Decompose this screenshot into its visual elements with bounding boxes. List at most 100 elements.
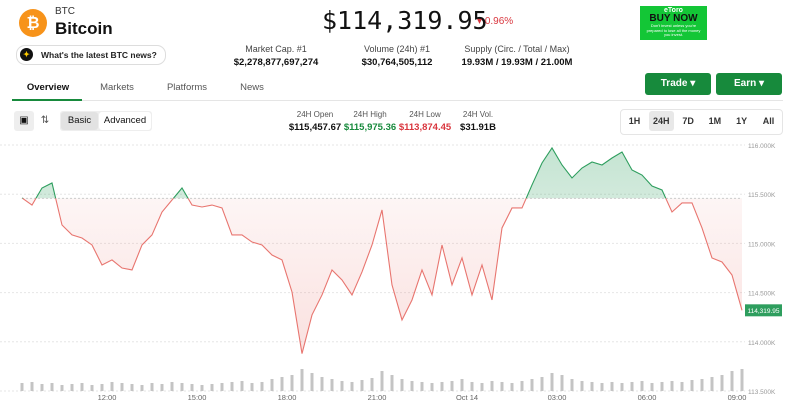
volume-bar	[250, 383, 254, 391]
volume-bar	[50, 383, 54, 391]
x-tick-label: 06:00	[638, 393, 657, 402]
volume-bar	[660, 382, 664, 391]
volume-bar	[350, 382, 354, 391]
news-button[interactable]: ✦ What's the latest BTC news?	[16, 45, 166, 65]
volume-bar	[100, 384, 104, 391]
range-button[interactable]: All	[762, 116, 775, 126]
volume-bar	[360, 380, 364, 391]
volume-bar	[420, 382, 424, 391]
stat-value: $30,764,505,112	[361, 57, 433, 68]
volume-bar	[410, 381, 414, 391]
ad-banner[interactable]: eToro BUY NOW Don't invest unless you're…	[640, 6, 707, 40]
area-down	[22, 198, 742, 354]
volume-bar	[530, 379, 534, 391]
coin-name: Bitcoin	[55, 19, 113, 38]
ad-cta: BUY NOW	[649, 13, 698, 24]
price-change: ▾ 0.96%	[477, 16, 514, 27]
volume-bar	[230, 382, 234, 391]
x-tick-label: 12:00	[98, 393, 117, 402]
y-tick-label: 115.000K	[748, 241, 776, 248]
stat-value: 19.93M / 19.93M / 21.00M	[461, 57, 573, 68]
volume-bar	[590, 382, 594, 391]
x-tick-label: 09:00	[728, 393, 747, 402]
volume-bar	[90, 385, 94, 391]
volume-bar	[60, 385, 64, 391]
stat-value: $2,278,877,697,274	[233, 57, 319, 68]
volume-bar	[80, 383, 84, 391]
volume-bar	[70, 384, 74, 391]
volume-bar	[730, 371, 734, 391]
compare-icon[interactable]: ⇅	[40, 115, 50, 126]
volume-bar	[450, 381, 454, 391]
toolbar-stat-label: 24H Low	[409, 110, 441, 119]
btc-logo: ₿	[19, 9, 47, 37]
price-line-up	[21, 146, 667, 199]
tab[interactable]: Markets	[100, 82, 134, 93]
volume-bar	[150, 383, 154, 391]
stat-label: Volume (24h) #1	[363, 44, 431, 54]
volume-bar	[470, 382, 474, 391]
volume-bar	[510, 383, 514, 391]
svg-text:₿: ₿	[26, 14, 39, 32]
volume-bar	[190, 384, 194, 391]
volume-bar	[310, 373, 314, 391]
volume-bar	[330, 379, 334, 391]
volume-bar	[630, 382, 634, 391]
volume-bar	[460, 379, 464, 391]
range-button[interactable]: 7D	[682, 116, 694, 126]
trade-label: Trade	[660, 78, 688, 89]
volume-bar	[290, 375, 294, 391]
mode-basic[interactable]: Basic	[61, 112, 98, 130]
volume-bar	[540, 377, 544, 391]
volume-bar	[640, 381, 644, 391]
volume-bar	[170, 382, 174, 391]
volume-bar	[520, 381, 524, 391]
volume-bar	[320, 377, 324, 391]
volume-bar	[430, 383, 434, 391]
toolbar-stat-value: $115,457.67	[288, 122, 342, 133]
news-text: What's the latest BTC news?	[41, 50, 157, 60]
y-tick-label: 116.000K	[748, 143, 776, 150]
stat-label: Market Cap. #1	[245, 44, 307, 54]
x-tick-label: 18:00	[278, 393, 297, 402]
y-tick-label: 115.500K	[748, 192, 776, 199]
range-button[interactable]: 1H	[628, 116, 641, 126]
symbol: BTC	[55, 6, 75, 17]
price: $114,319.95	[322, 6, 488, 35]
volume-bar	[720, 375, 724, 391]
volume-bar	[560, 375, 564, 391]
volume-bar	[220, 383, 224, 391]
volume-bar	[20, 383, 24, 391]
tab[interactable]: News	[240, 82, 264, 93]
last-price-tag	[745, 304, 782, 317]
toolbar-stat-value: $31.91B	[460, 122, 496, 133]
tab-divider	[12, 100, 783, 101]
earn-button[interactable]: Earn ▾	[716, 73, 782, 95]
volume-bar	[580, 381, 584, 391]
volume-bar	[30, 382, 34, 391]
chart-icon[interactable]: ▣	[14, 111, 34, 131]
range-button[interactable]: 1Y	[736, 116, 748, 126]
volume-bar	[670, 381, 674, 391]
volume-bar	[240, 381, 244, 391]
volume-bar	[440, 382, 444, 391]
ad-note: Don't invest unless you're prepared to l…	[646, 23, 701, 37]
trade-button[interactable]: Trade ▾	[645, 73, 711, 95]
tab[interactable]: Platforms	[166, 82, 208, 93]
range-button[interactable]: 24H	[648, 111, 674, 131]
y-tick-label: 114.500K	[748, 291, 776, 298]
change-value: 0.96%	[484, 16, 514, 27]
volume-bar	[260, 382, 264, 391]
volume-bar	[280, 377, 284, 391]
stat-label: Supply (Circ. / Total / Max)	[464, 44, 570, 54]
area-up	[22, 147, 742, 199]
tab[interactable]: Overview	[26, 82, 70, 93]
volume-bar	[180, 383, 184, 391]
last-price-label: 114,319.95	[747, 308, 779, 315]
volume-bar	[300, 369, 304, 391]
range-button[interactable]: 1M	[708, 116, 722, 126]
mode-advanced[interactable]: Advanced	[99, 112, 151, 130]
volume-bar	[400, 379, 404, 391]
